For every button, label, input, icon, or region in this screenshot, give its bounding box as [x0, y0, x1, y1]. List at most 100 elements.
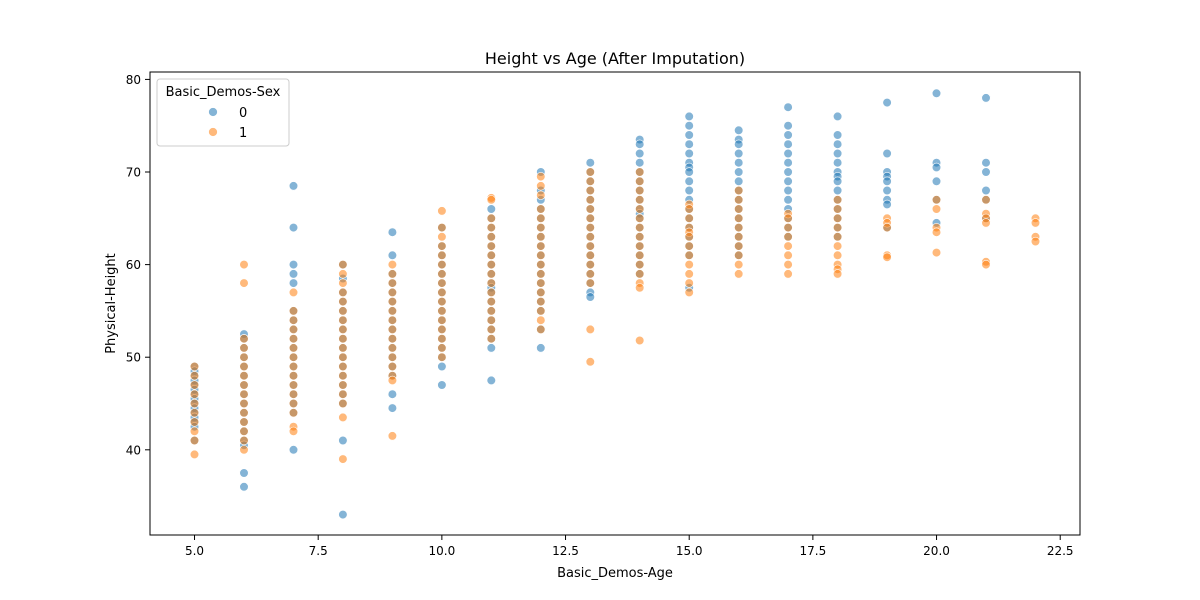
- data-point-series-1-68: [387, 352, 398, 362]
- data-point-series-1-170: [734, 241, 744, 251]
- data-point-series-1-148: [635, 269, 645, 279]
- data-point-series-0-213: [832, 111, 843, 121]
- data-point-series-1-76: [437, 241, 447, 251]
- data-point-series-1-32: [288, 361, 299, 372]
- data-point-series-0-204: [783, 158, 793, 168]
- data-point-series-0-168: [684, 130, 694, 140]
- data-point-series-1-172: [734, 260, 744, 270]
- legend-box: [156, 78, 290, 147]
- data-point-series-0-174: [684, 176, 694, 186]
- data-point-series-1-115: [536, 269, 546, 279]
- data-point-series-0-227: [882, 97, 892, 108]
- data-point-series-1-154: [684, 213, 694, 223]
- data-point-series-0-48: [288, 445, 299, 455]
- data-point-series-1-143: [635, 223, 645, 233]
- data-point-series-1-16: [239, 371, 249, 381]
- data-point-series-0-228: [882, 148, 892, 159]
- data-point-series-1-19: [239, 398, 249, 409]
- x-tick-label-3: 12.5: [552, 544, 579, 558]
- data-point-series-1-165: [734, 195, 744, 205]
- data-point-series-1-100: [486, 297, 496, 307]
- data-point-series-1-98: [486, 278, 496, 288]
- data-point-series-0-239: [931, 176, 942, 186]
- data-point-series-1-163: [684, 287, 694, 298]
- data-point-series-1-145: [635, 241, 645, 251]
- data-point-series-0-35: [288, 278, 299, 288]
- data-point-series-1-117: [536, 287, 546, 298]
- data-point-series-0-80: [387, 389, 398, 399]
- data-point-series-1-0: [189, 361, 200, 372]
- series-1: [189, 167, 1041, 464]
- data-point-series-0-167: [684, 121, 694, 131]
- data-point-series-1-121: [536, 324, 546, 335]
- data-point-series-0-217: [832, 158, 843, 168]
- data-point-series-1-141: [635, 204, 645, 214]
- data-point-series-1-197: [931, 195, 942, 205]
- x-tick-label-7: 22.5: [1047, 544, 1074, 558]
- data-point-series-0-206: [783, 176, 793, 186]
- data-point-series-1-25: [288, 287, 299, 298]
- data-point-series-1-162: [684, 278, 694, 288]
- data-point-series-1-90: [486, 195, 496, 205]
- data-point-series-1-78: [437, 260, 447, 270]
- data-point-series-1-111: [536, 232, 546, 242]
- data-point-series-1-129: [585, 232, 595, 242]
- data-point-series-1-151: [635, 335, 645, 346]
- y-tick-label-1: 50: [126, 351, 141, 365]
- data-point-series-1-58: [387, 260, 398, 270]
- data-point-series-1-37: [288, 408, 299, 418]
- data-point-series-1-177: [783, 232, 793, 242]
- data-point-series-0-97: [437, 380, 447, 390]
- data-point-series-0-189: [734, 167, 744, 177]
- data-point-series-1-83: [437, 306, 447, 316]
- data-point-series-1-101: [486, 306, 496, 316]
- data-point-series-1-118: [536, 297, 546, 307]
- data-point-series-1-59: [387, 269, 398, 279]
- data-point-series-1-35: [288, 389, 299, 399]
- data-point-series-1-86: [437, 334, 447, 344]
- data-point-series-0-64: [338, 435, 348, 446]
- data-point-series-1-91: [486, 213, 496, 223]
- data-point-series-1-191: [832, 269, 843, 279]
- data-point-series-1-6: [189, 417, 200, 427]
- data-point-series-1-133: [585, 269, 595, 279]
- data-point-series-0-170: [684, 148, 694, 159]
- data-point-series-1-102: [486, 315, 496, 325]
- data-point-series-0-96: [437, 361, 447, 372]
- plot-frame: [149, 71, 1081, 536]
- data-point-series-1-2: [189, 380, 200, 390]
- data-point-series-0-132: [536, 343, 546, 353]
- data-point-series-1-186: [832, 232, 843, 242]
- data-point-series-1-13: [239, 343, 249, 353]
- data-point-series-1-175: [783, 213, 793, 223]
- x-tick-label-6: 20.0: [923, 544, 950, 558]
- legend-label-0: 0: [239, 106, 247, 121]
- data-point-series-1-67: [387, 343, 398, 353]
- data-point-series-0-244: [981, 167, 991, 177]
- data-point-series-1-17: [239, 380, 249, 390]
- data-point-series-1-103: [486, 324, 496, 335]
- data-point-series-0-66: [387, 227, 398, 237]
- legend-marker-1: [208, 127, 218, 137]
- data-point-series-1-158: [684, 241, 694, 251]
- data-point-series-1-194: [882, 223, 892, 233]
- data-point-series-1-140: [635, 195, 645, 205]
- data-point-series-1-166: [734, 204, 744, 214]
- data-point-series-1-137: [635, 167, 645, 177]
- data-point-series-1-15: [239, 361, 249, 372]
- data-point-series-1-124: [585, 185, 595, 196]
- data-point-series-0-203: [783, 148, 793, 159]
- data-point-series-1-96: [486, 260, 496, 270]
- data-point-series-0-30: [239, 482, 249, 492]
- x-tick-label-4: 15.0: [676, 544, 703, 558]
- data-point-series-1-106: [536, 181, 546, 191]
- data-point-series-1-113: [536, 250, 546, 260]
- data-point-series-0-31: [288, 181, 299, 191]
- data-point-series-1-153: [684, 204, 694, 214]
- data-point-series-1-44: [338, 297, 348, 307]
- data-point-series-1-64: [387, 315, 398, 325]
- data-point-series-1-60: [387, 278, 398, 288]
- legend-title: Basic_Demos-Sex: [166, 85, 281, 100]
- legend-label-1: 1: [239, 126, 247, 141]
- data-point-series-1-74: [437, 223, 447, 233]
